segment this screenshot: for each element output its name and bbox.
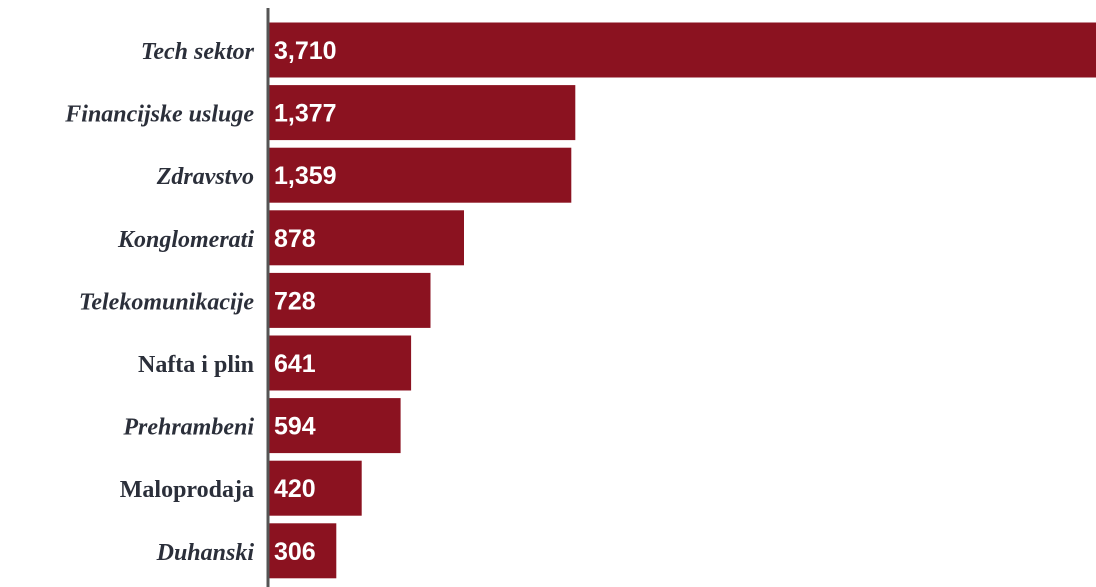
bar-4 [268, 272, 431, 328]
value-label-1: 1,377 [274, 100, 337, 128]
value-label-5: 641 [274, 350, 316, 378]
value-label-3: 878 [274, 225, 316, 253]
category-label-0: Tech sektor [141, 39, 255, 65]
value-label-7: 420 [274, 475, 316, 503]
category-label-6: Prehrambeni [122, 415, 254, 441]
bar-8 [268, 523, 337, 579]
bar-0 [268, 22, 1096, 78]
category-label-1: Financijske usluge [64, 102, 254, 128]
value-label-8: 306 [274, 538, 316, 566]
bar-2 [268, 147, 572, 203]
category-label-4: Telekomunikacije [79, 289, 254, 315]
bar-1 [268, 85, 576, 141]
bar-3 [268, 210, 464, 266]
value-labels-group: 3,710 1,377 1,359 878 728 641 594 420 306 [274, 37, 337, 566]
bar-5 [268, 335, 412, 391]
category-label-7: Maloprodaja [120, 477, 254, 503]
category-label-8: Duhanski [156, 540, 255, 566]
bar-6 [268, 398, 401, 454]
value-label-0: 3,710 [274, 37, 337, 65]
bar-7 [268, 460, 362, 516]
value-label-6: 594 [274, 413, 316, 441]
category-label-5: Nafta i plin [138, 352, 254, 378]
category-labels-group: Tech sektor Financijske usluge Zdravstvo Ko… [64, 39, 254, 566]
category-label-2: Zdravstvo [156, 164, 254, 190]
category-label-3: Konglomerati [117, 227, 254, 253]
value-label-4: 728 [274, 287, 316, 315]
value-label-2: 1,359 [274, 162, 337, 190]
bars-group [268, 22, 1096, 579]
